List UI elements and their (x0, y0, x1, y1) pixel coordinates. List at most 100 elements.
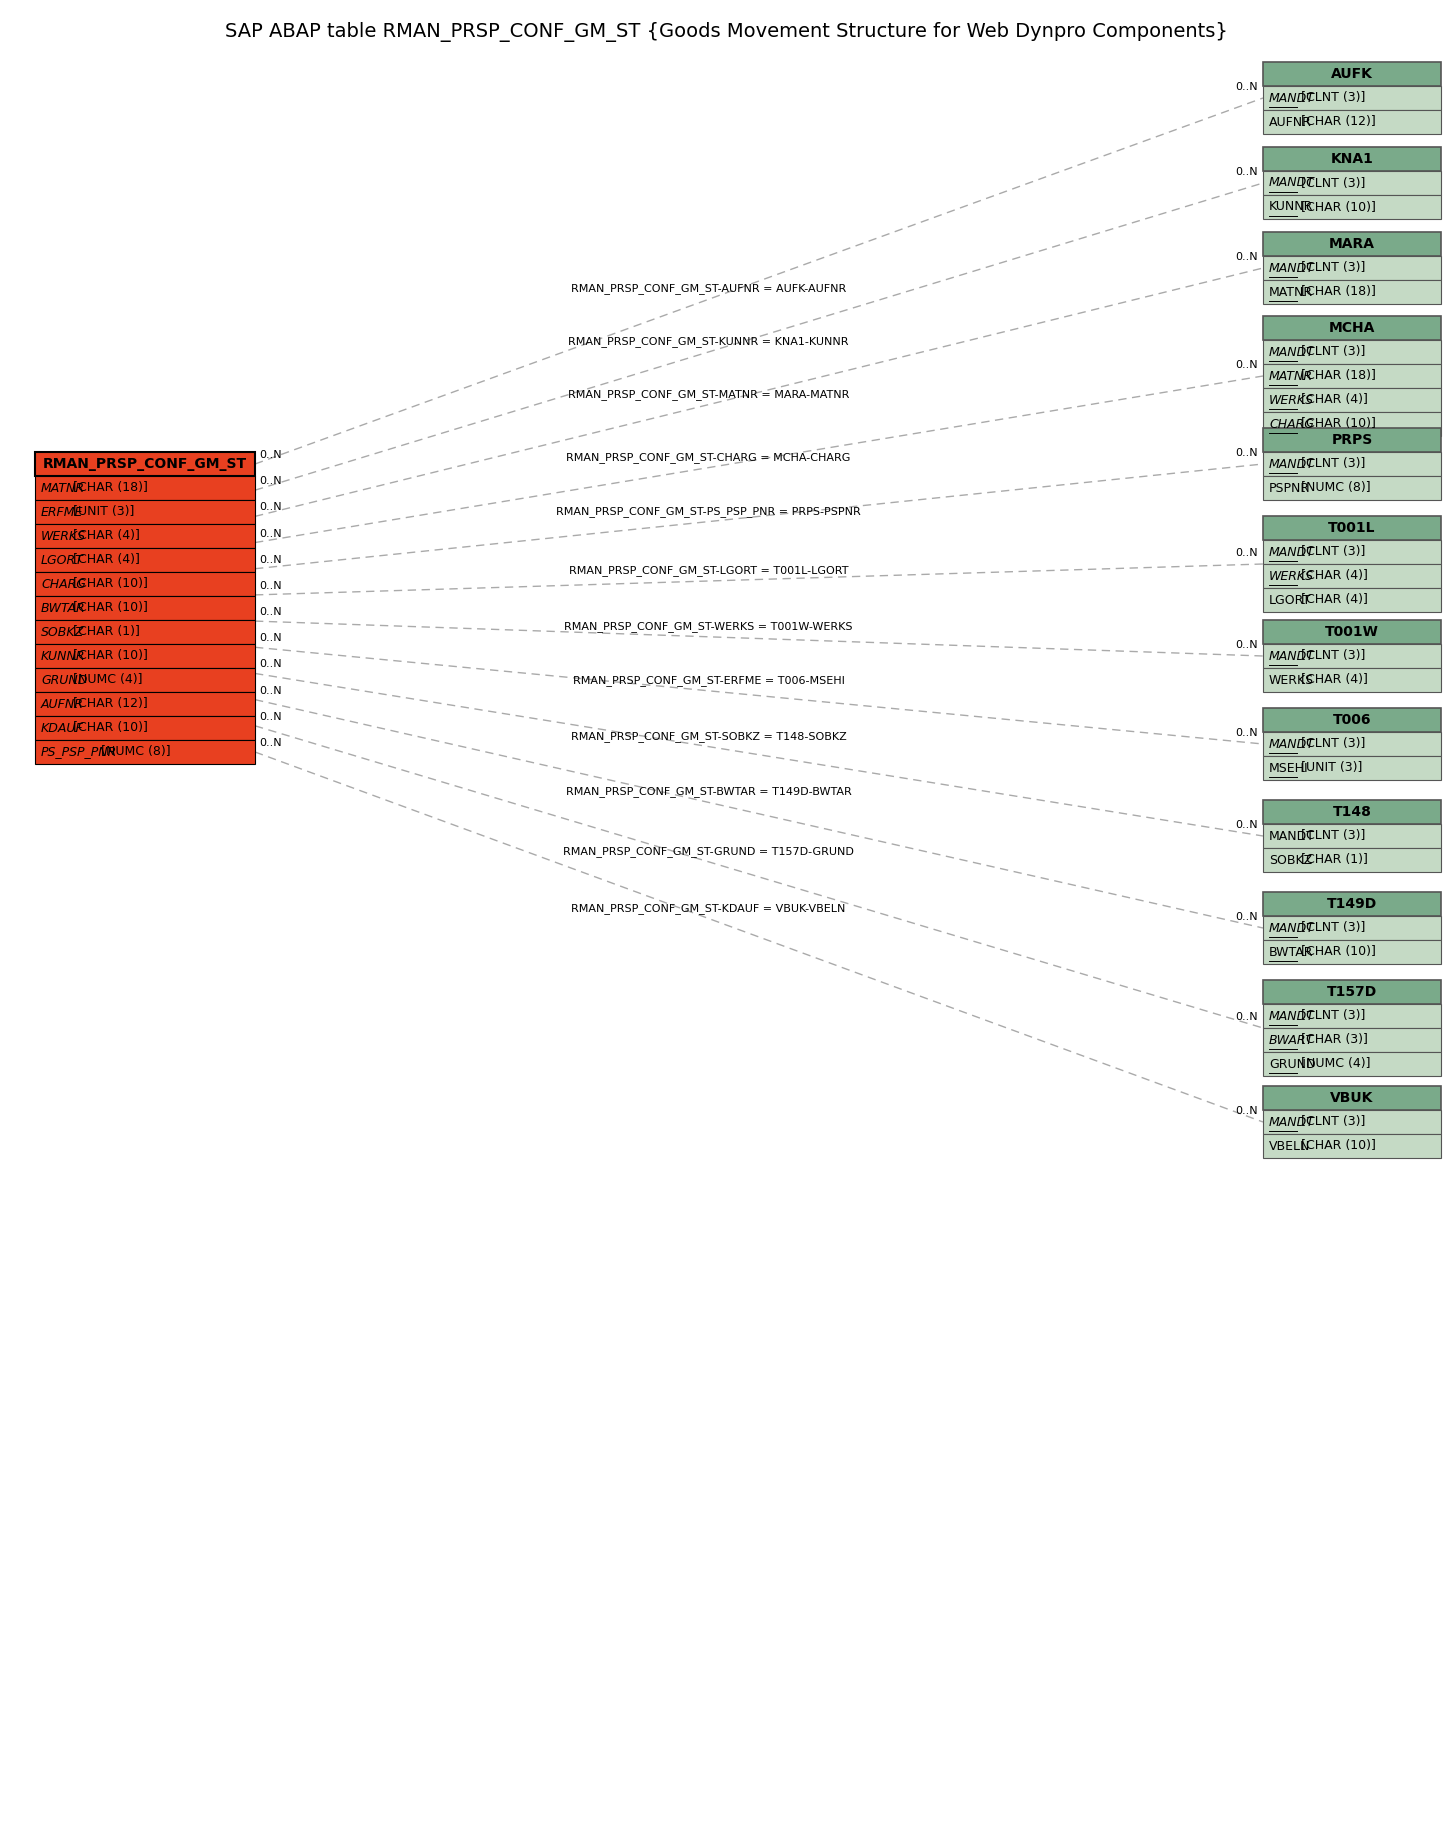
Text: MANDT: MANDT (1268, 177, 1315, 190)
Text: [CLNT (3)]: [CLNT (3)] (1298, 1116, 1366, 1129)
Text: SOBKZ: SOBKZ (1268, 853, 1312, 866)
Text: T157D: T157D (1327, 985, 1377, 999)
Text: MCHA: MCHA (1329, 322, 1375, 334)
Text: [CHAR (10)]: [CHAR (10)] (68, 722, 148, 734)
Text: [CHAR (4)]: [CHAR (4)] (1298, 594, 1367, 607)
Text: T001W: T001W (1325, 625, 1379, 639)
Text: [CLNT (3)]: [CLNT (3)] (1298, 91, 1366, 104)
Text: T001L: T001L (1328, 521, 1376, 535)
Text: T148: T148 (1332, 806, 1372, 818)
Bar (35, 524, 254, 548)
Bar (1263, 979, 1441, 1005)
Text: MATNR: MATNR (1268, 285, 1314, 298)
Bar (1263, 195, 1441, 219)
Bar (35, 572, 254, 596)
Text: [CHAR (10)]: [CHAR (10)] (1298, 201, 1376, 214)
Text: [CHAR (1)]: [CHAR (1)] (68, 625, 139, 638)
Text: [CLNT (3)]: [CLNT (3)] (1298, 829, 1366, 842)
Text: VBELN: VBELN (1268, 1140, 1311, 1153)
Text: RMAN_PRSP_CONF_GM_ST-PS_PSP_PNR = PRPS-PSPNR: RMAN_PRSP_CONF_GM_ST-PS_PSP_PNR = PRPS-P… (556, 506, 862, 517)
Text: [CHAR (3)]: [CHAR (3)] (1298, 1034, 1367, 1047)
Text: [CHAR (4)]: [CHAR (4)] (1298, 393, 1367, 406)
Bar (35, 669, 254, 692)
Text: 0..N: 0..N (1235, 1012, 1258, 1021)
Text: 0..N: 0..N (259, 685, 282, 696)
Text: RMAN_PRSP_CONF_GM_ST-KUNNR = KNA1-KUNNR: RMAN_PRSP_CONF_GM_ST-KUNNR = KNA1-KUNNR (568, 336, 849, 347)
Bar (1263, 172, 1441, 195)
Text: [CHAR (4)]: [CHAR (4)] (1298, 674, 1367, 687)
Text: MANDT: MANDT (1268, 546, 1315, 559)
Text: [CHAR (12)]: [CHAR (12)] (1298, 115, 1376, 128)
Bar (1263, 110, 1441, 133)
Text: BWTAR: BWTAR (1268, 946, 1314, 959)
Text: AUFNR: AUFNR (1268, 115, 1312, 128)
Text: [CLNT (3)]: [CLNT (3)] (1298, 650, 1366, 663)
Text: CHARG: CHARG (1268, 418, 1314, 431)
Text: [CHAR (18)]: [CHAR (18)] (1298, 285, 1376, 298)
Text: 0..N: 0..N (259, 449, 282, 460)
Text: BWTAR: BWTAR (41, 601, 86, 614)
Text: AUFNR: AUFNR (41, 698, 84, 711)
Bar (35, 596, 254, 619)
Text: RMAN_PRSP_CONF_GM_ST-WERKS = T001W-WERKS: RMAN_PRSP_CONF_GM_ST-WERKS = T001W-WERKS (564, 621, 853, 632)
Bar (1263, 413, 1441, 437)
Text: RMAN_PRSP_CONF_GM_ST-SOBKZ = T148-SOBKZ: RMAN_PRSP_CONF_GM_ST-SOBKZ = T148-SOBKZ (571, 731, 847, 742)
Bar (1263, 588, 1441, 612)
Text: 0..N: 0..N (259, 477, 282, 486)
Text: GRUND: GRUND (1268, 1058, 1315, 1071)
Text: MANDT: MANDT (1268, 1010, 1315, 1023)
Bar (1263, 62, 1441, 86)
Bar (35, 548, 254, 572)
Bar (1263, 800, 1441, 824)
Text: 0..N: 0..N (259, 660, 282, 669)
Bar (1263, 1135, 1441, 1158)
Text: 0..N: 0..N (1235, 82, 1258, 91)
Text: [CLNT (3)]: [CLNT (3)] (1298, 921, 1366, 934)
Text: MSEHI: MSEHI (1268, 762, 1309, 775)
Text: 0..N: 0..N (259, 634, 282, 643)
Text: [CLNT (3)]: [CLNT (3)] (1298, 261, 1366, 274)
Text: [CLNT (3)]: [CLNT (3)] (1298, 177, 1366, 190)
Bar (35, 740, 254, 764)
Text: 0..N: 0..N (1235, 166, 1258, 177)
Text: VBUK: VBUK (1331, 1091, 1373, 1105)
Text: LGORT: LGORT (1268, 594, 1311, 607)
Text: RMAN_PRSP_CONF_GM_ST-AUFNR = AUFK-AUFNR: RMAN_PRSP_CONF_GM_ST-AUFNR = AUFK-AUFNR (571, 283, 846, 294)
Text: 0..N: 0..N (1235, 727, 1258, 738)
Text: 0..N: 0..N (1235, 548, 1258, 557)
Text: RMAN_PRSP_CONF_GM_ST: RMAN_PRSP_CONF_GM_ST (44, 457, 247, 471)
Text: GRUND: GRUND (41, 674, 87, 687)
Text: RMAN_PRSP_CONF_GM_ST-KDAUF = VBUK-VBELN: RMAN_PRSP_CONF_GM_ST-KDAUF = VBUK-VBELN (571, 903, 846, 914)
Text: AUFK: AUFK (1331, 68, 1373, 80)
Text: [UNIT (3)]: [UNIT (3)] (68, 506, 134, 519)
Text: MANDT: MANDT (1268, 829, 1315, 842)
Bar (1263, 232, 1441, 256)
Text: SOBKZ: SOBKZ (41, 625, 84, 638)
Bar (1263, 941, 1441, 965)
Text: SAP ABAP table RMAN_PRSP_CONF_GM_ST {Goods Movement Structure for Web Dynpro Com: SAP ABAP table RMAN_PRSP_CONF_GM_ST {Goo… (225, 22, 1228, 42)
Bar (1263, 316, 1441, 340)
Bar (1263, 364, 1441, 387)
Text: KUNNR: KUNNR (41, 650, 86, 663)
Bar (1263, 1085, 1441, 1111)
Bar (35, 716, 254, 740)
Text: MANDT: MANDT (1268, 921, 1315, 934)
Text: [CHAR (10)]: [CHAR (10)] (1298, 946, 1376, 959)
Text: MANDT: MANDT (1268, 457, 1315, 471)
Bar (1263, 643, 1441, 669)
Text: 0..N: 0..N (1235, 912, 1258, 923)
Text: RMAN_PRSP_CONF_GM_ST-ERFME = T006-MSEHI: RMAN_PRSP_CONF_GM_ST-ERFME = T006-MSEHI (572, 674, 844, 685)
Bar (35, 477, 254, 501)
Bar (1263, 451, 1441, 477)
Bar (35, 643, 254, 669)
Text: RMAN_PRSP_CONF_GM_ST-MATNR = MARA-MATNR: RMAN_PRSP_CONF_GM_ST-MATNR = MARA-MATNR (568, 389, 850, 400)
Bar (1263, 756, 1441, 780)
Text: LGORT: LGORT (41, 554, 84, 566)
Bar (1263, 824, 1441, 848)
Bar (35, 451, 254, 477)
Text: 0..N: 0..N (1235, 1105, 1258, 1116)
Text: T149D: T149D (1327, 897, 1377, 912)
Text: MARA: MARA (1329, 238, 1375, 250)
Text: MANDT: MANDT (1268, 650, 1315, 663)
Text: BWART: BWART (1268, 1034, 1314, 1047)
